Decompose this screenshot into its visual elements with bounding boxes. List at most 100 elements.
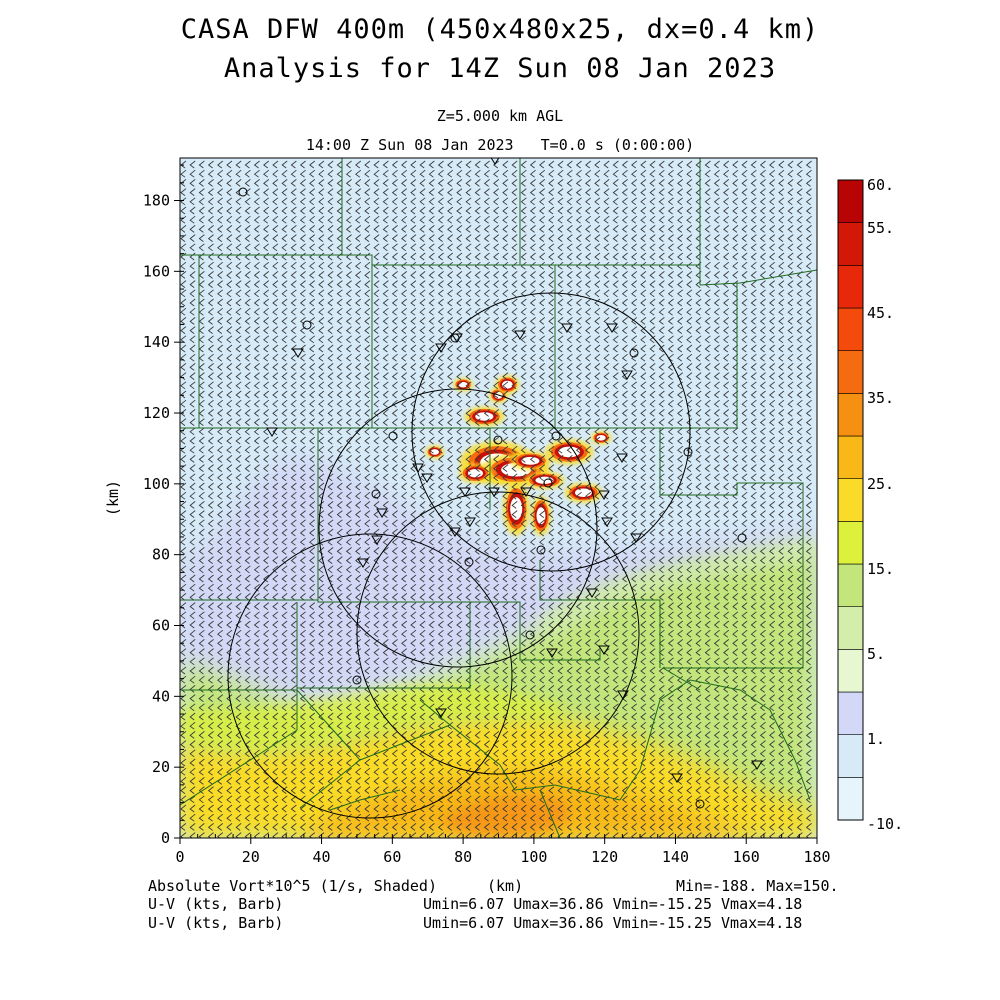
colorbar-bin — [837, 649, 864, 693]
y-tick-label: 100 — [143, 475, 170, 493]
station-circle-icon — [352, 675, 362, 685]
station-circle-icon — [525, 630, 535, 640]
x-tick-label: 180 — [803, 848, 830, 866]
station-circle-icon — [543, 478, 553, 488]
radar-ring-1 — [411, 292, 691, 572]
radar-ring-3 — [356, 491, 640, 775]
station-triangle-icon — [621, 370, 633, 380]
y-tick-label: 140 — [143, 333, 170, 351]
field-deep-orange-patch — [440, 795, 570, 837]
station-triangle-icon — [266, 427, 278, 437]
storm-cells — [425, 375, 612, 536]
station-circle-icon — [737, 533, 747, 543]
colorbar-bin — [837, 222, 864, 266]
colorbar: 60. 55. 45. 35. 25. 15. 5. 1. -10. — [837, 176, 903, 833]
x-tick-label: 160 — [733, 848, 760, 866]
colorbar-label: 15. — [867, 560, 894, 578]
colorbar-label: 45. — [867, 304, 894, 322]
x-tick-label: 100 — [520, 848, 547, 866]
station-circle-icon — [450, 333, 460, 343]
station-circle-icon — [536, 545, 546, 555]
station-circle-icon — [302, 320, 312, 330]
station-triangle-icon — [357, 558, 369, 568]
time-label: 14:00 Z Sun 08 Jan 2023 T=0.0 s (0:00:00… — [305, 136, 695, 154]
colorbar-bin — [837, 478, 864, 522]
storm-cell-core — [596, 434, 606, 441]
axes: 0 20 40 60 80 100 120 140 160 180 0 20 40 60 80 100 120 1… — [104, 164, 831, 866]
station-triangle-icon — [514, 330, 526, 340]
colorbar-label: -10. — [867, 815, 903, 833]
colorbar-bin — [837, 307, 864, 351]
station-triangle-icon — [371, 535, 383, 545]
colorbar-bin — [837, 265, 864, 309]
storm-cell-core — [510, 497, 523, 520]
storm-cell — [425, 445, 445, 459]
colorbar-label: 5. — [867, 645, 885, 663]
barb-field-label-1: U-V (kts, Barb) — [148, 895, 284, 913]
colorbar-bin — [837, 691, 864, 735]
x-tick-label: 60 — [383, 848, 401, 866]
county-boundaries — [180, 158, 817, 838]
colorbar-label: 1. — [867, 730, 885, 748]
station-triangle-icon — [617, 690, 629, 700]
y-axis-label: (km) — [104, 480, 122, 516]
station-circle-icon — [695, 799, 705, 809]
station-triangle-icon — [671, 773, 683, 783]
colorbar-bin — [837, 393, 864, 437]
colorbar-bin — [837, 777, 864, 821]
field-lightgreen-edge — [540, 540, 817, 640]
storm-cell-core — [467, 468, 484, 478]
colorbar-bin — [837, 521, 864, 565]
colorbar-bin — [837, 606, 864, 650]
minmax-label: Min=-188. Max=150. — [676, 877, 839, 895]
station-triangle-icon — [520, 487, 532, 497]
y-tick-label: 120 — [143, 404, 170, 422]
y-tick-label: 0 — [161, 829, 170, 847]
station-markers — [238, 158, 763, 809]
station-circle-icon — [683, 447, 693, 457]
colorbar-bin — [837, 179, 864, 223]
station-triangle-icon — [630, 533, 642, 543]
station-circle-icon — [551, 431, 561, 441]
station-triangle-icon — [546, 648, 558, 658]
station-triangle-icon — [376, 508, 388, 518]
storm-cell — [495, 375, 520, 395]
level-label: Z=5.000 km AGL — [436, 107, 564, 125]
station-triangle-icon — [586, 588, 598, 598]
station-triangle-icon — [292, 348, 304, 358]
x-tick-label: 120 — [591, 848, 618, 866]
station-triangle-icon — [601, 517, 613, 527]
y-tick-label: 180 — [143, 192, 170, 210]
storm-cell — [510, 451, 551, 471]
radar-range-rings — [227, 292, 691, 819]
chart-subtitle: Analysis for 14Z Sun 08 Jan 2023 — [223, 53, 777, 84]
y-tick-label: 80 — [152, 546, 170, 564]
colorbar-label: 55. — [867, 219, 894, 237]
station-circle-icon — [493, 435, 503, 445]
colorbar-bin — [837, 435, 864, 479]
colorbar-bin — [837, 734, 864, 778]
chart-title: CASA DFW 400m (450x480x25, dx=0.4 km) — [180, 14, 820, 45]
station-circle-icon — [464, 557, 474, 567]
colorbar-label: 60. — [867, 176, 894, 194]
shaded-field-label: Absolute Vort*10^5 (1/s, Shaded) — [148, 877, 437, 895]
station-triangle-icon — [598, 490, 610, 500]
station-triangle-icon — [412, 463, 424, 473]
x-tick-label: 40 — [313, 848, 331, 866]
station-triangle-icon — [435, 708, 447, 718]
station-circle-icon — [371, 489, 381, 499]
colorbar-label: 25. — [867, 475, 894, 493]
station-triangle-icon — [751, 760, 763, 770]
x-axis-unit: (km) — [487, 877, 524, 895]
barb-stats-1: Umin=6.07 Umax=36.86 Vmin=-15.25 Vmax=4.… — [423, 895, 803, 913]
y-tick-label: 60 — [152, 617, 170, 635]
station-circle-icon — [388, 431, 398, 441]
colorbar-bin — [837, 563, 864, 607]
x-tick-label: 140 — [662, 848, 689, 866]
y-tick-label: 160 — [143, 262, 170, 280]
station-triangle-icon — [561, 323, 573, 333]
colorbar-frame — [837, 179, 864, 821]
colorbar-label: 35. — [867, 389, 894, 407]
station-triangle-icon — [459, 487, 471, 497]
station-triangle-icon — [421, 473, 433, 483]
